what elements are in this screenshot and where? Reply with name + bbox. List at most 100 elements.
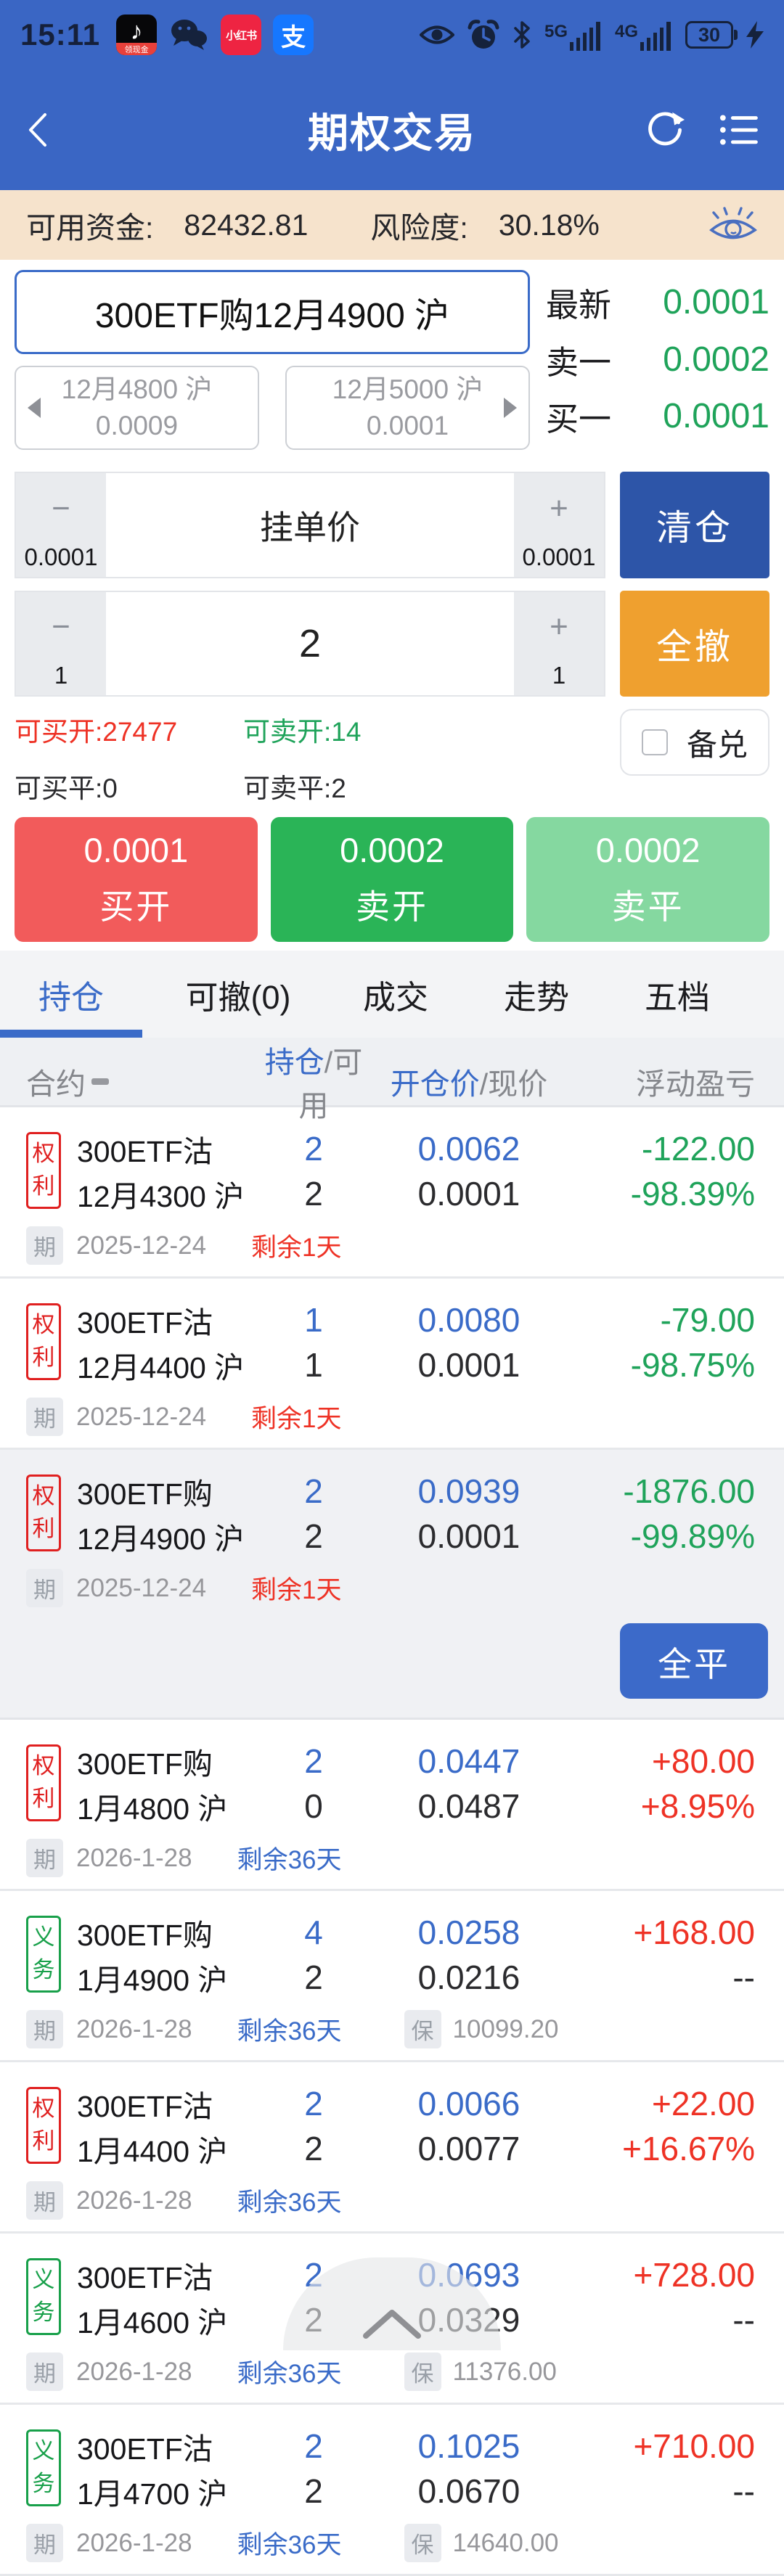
position-row[interactable]: 权利 300ETF沽 1月4400 沪 2 2 0.0066 0.0077 +2…: [0, 2062, 784, 2234]
next-arrow-icon[interactable]: [504, 398, 517, 418]
order-button[interactable]: 0.0002 卖平: [526, 817, 770, 942]
battery-level: 30: [698, 23, 721, 46]
position-type-badge: 义务: [26, 2429, 61, 2506]
tab-2[interactable]: 成交: [362, 978, 428, 1016]
available-funds-label: 可用资金:: [26, 211, 154, 245]
clear-position-button[interactable]: 清仓: [620, 472, 769, 578]
menu-list-icon[interactable]: [719, 112, 759, 147]
quote-value: 0.0002: [663, 340, 769, 379]
clock-time: 15:11: [20, 17, 101, 52]
expiry-date: 2025-12-24: [76, 1402, 207, 1431]
prev-contract-button[interactable]: 12月4800 沪 0.0009: [15, 366, 259, 450]
order-buttons: 0.0001 买开 0.0002 卖开 0.0002 卖平: [15, 817, 770, 942]
prev-contract-price: 0.0009: [95, 411, 179, 440]
position-available-cell: 2 0: [304, 1742, 323, 1825]
signal-4g-icon: 4G: [615, 19, 672, 51]
position-row[interactable]: 权利 300ETF购 1月4800 沪 2 0 0.0447 0.0487 +8…: [0, 1720, 784, 1891]
price-input[interactable]: 挂单价: [260, 508, 360, 546]
expiry-date: 2025-12-24: [76, 1231, 207, 1260]
next-contract-name: 12月5000 沪: [332, 374, 483, 405]
notification-app-icons: ♪ 领现金 小红书 支: [116, 15, 314, 55]
quantity-stepper: − 1 2 + 1: [15, 591, 605, 697]
position-row[interactable]: 权利 300ETF沽 12月4300 沪 2 2 0.0062 0.0001 -…: [0, 1107, 784, 1279]
open-current-cell: 0.0939 0.0001: [417, 1472, 520, 1555]
covered-checkbox[interactable]: [641, 729, 668, 755]
position-available-cell: 2 2: [304, 2085, 323, 2167]
contract-input[interactable]: 300ETF购12月4900 沪: [15, 270, 530, 354]
position-available-cell: 2 2: [304, 1472, 323, 1555]
quote-row: 最新 0.0001: [546, 279, 769, 326]
margin-value: 14640.00: [452, 2528, 559, 2557]
column-contract[interactable]: 合约: [26, 1059, 264, 1103]
position-available-cell: 2 2: [304, 2427, 323, 2510]
next-contract-price: 0.0001: [366, 411, 449, 440]
margin-badge: 保: [404, 2353, 441, 2391]
qty-minus-button[interactable]: − 1: [16, 592, 106, 695]
tab-4[interactable]: 五档: [644, 978, 710, 1016]
refresh-icon[interactable]: [645, 110, 685, 150]
position-row[interactable]: 权利 300ETF沽 12月4400 沪 1 1 0.0080 0.0001 -…: [0, 1279, 784, 1450]
show-funds-eye-icon[interactable]: [709, 206, 758, 244]
quote-row: 买一 0.0001: [546, 393, 769, 440]
position-type-badge: 义务: [26, 2258, 61, 2335]
position-type-badge: 权利: [26, 1474, 61, 1551]
order-button[interactable]: 0.0001 买开: [15, 817, 258, 942]
position-row-footer: 期 2026-1-28 剩余36天: [0, 2171, 784, 2231]
pnl-cell: -122.00 -98.39%: [630, 1130, 755, 1213]
position-row[interactable]: 义务 300ETF购 1月4900 沪 4 2 0.0258 0.0216 +1…: [0, 1891, 784, 2062]
tab-0[interactable]: 持仓: [0, 951, 142, 1038]
app-header: 期权交易: [0, 70, 784, 190]
covered-checkbox-panel[interactable]: 备兑: [620, 709, 769, 776]
column-pnl: 浮动盈亏: [636, 1067, 755, 1101]
contract-name: 300ETF购12月4900 沪: [94, 297, 450, 335]
risk-label: 风险度:: [370, 211, 468, 245]
contract-cell: 300ETF购 12月4900 沪: [77, 1477, 245, 1556]
tab-1[interactable]: 可撤(0): [185, 978, 291, 1016]
trade-panel: 300ETF购12月4900 沪 12月4800 沪 0.0009 12月500…: [0, 260, 784, 942]
back-icon[interactable]: [25, 112, 49, 148]
expiry-badge: 期: [26, 2353, 63, 2391]
prev-arrow-icon[interactable]: [28, 398, 41, 418]
cancel-all-button[interactable]: 全撤: [620, 591, 769, 697]
position-row[interactable]: 权利 300ETF购 12月4900 沪 2 2 0.0939 0.0001 -…: [0, 1450, 784, 1720]
chevron-up-icon[interactable]: [362, 2308, 422, 2339]
position-available-cell: 1 1: [304, 1301, 323, 1384]
order-button[interactable]: 0.0002 卖开: [270, 817, 514, 942]
qty-plus-button[interactable]: + 1: [514, 592, 604, 695]
position-row-footer: 期 2026-1-28 剩余36天 保 10099.20: [0, 2000, 784, 2060]
contract-cell: 300ETF沽 1月4700 沪: [77, 2432, 228, 2511]
days-remaining: 剩余36天: [237, 1846, 342, 1874]
tab-5[interactable]: 自: [756, 951, 784, 1038]
price-plus-button[interactable]: + 0.0001: [514, 473, 604, 577]
position-type-badge: 权利: [26, 1132, 61, 1209]
order-label: 卖平: [611, 887, 685, 926]
status-bar: 15:11 ♪ 领现金 小红书 支: [0, 0, 784, 70]
qty-input[interactable]: 2: [298, 622, 322, 665]
limit-line-open: 可买开:27477 可卖开:14: [15, 710, 605, 749]
price-stepper: − 0.0001 挂单价 + 0.0001: [15, 472, 605, 578]
position-row-footer: 期 2025-12-24 剩余1天: [0, 1387, 784, 1448]
close-all-button[interactable]: 全平: [620, 1623, 768, 1699]
column-open-current: 开仓价/现价: [390, 1067, 548, 1101]
position-row[interactable]: 义务 300ETF沽 1月4700 沪 2 2 0.1025 0.0670 +7…: [0, 2405, 784, 2576]
position-row-footer: 期 2025-12-24 剩余1天: [0, 1559, 784, 1619]
quote-label: 买一: [546, 401, 612, 438]
sort-indicator-icon: [91, 1078, 109, 1085]
expiry-badge: 期: [26, 2010, 63, 2048]
eye-status-icon: [419, 25, 454, 44]
open-current-cell: 0.0447 0.0487: [417, 1742, 520, 1825]
open-current-cell: 0.0066 0.0077: [417, 2085, 520, 2167]
charging-bolt-icon: [746, 21, 764, 49]
open-current-cell: 0.0062 0.0001: [417, 1130, 520, 1213]
tab-3[interactable]: 走势: [503, 978, 569, 1016]
contract-cell: 300ETF沽 1月4600 沪: [77, 2261, 228, 2339]
position-row-footer: 期 2026-1-28 剩余36天 保 11376.00: [0, 2342, 784, 2403]
trade-limits: 可买开:27477 可卖开:14 可买平:0 可卖平:2: [15, 707, 605, 805]
contract-cell: 300ETF购 1月4800 沪: [77, 1747, 228, 1826]
price-minus-button[interactable]: − 0.0001: [16, 473, 106, 577]
open-current-cell: 0.1025 0.0670: [417, 2427, 520, 2510]
days-remaining: 剩余36天: [237, 2360, 342, 2388]
next-contract-button[interactable]: 12月5000 沪 0.0001: [285, 366, 530, 450]
signal-5g-icon: 5G: [544, 19, 602, 51]
available-funds-value: 82432.81: [184, 208, 309, 242]
